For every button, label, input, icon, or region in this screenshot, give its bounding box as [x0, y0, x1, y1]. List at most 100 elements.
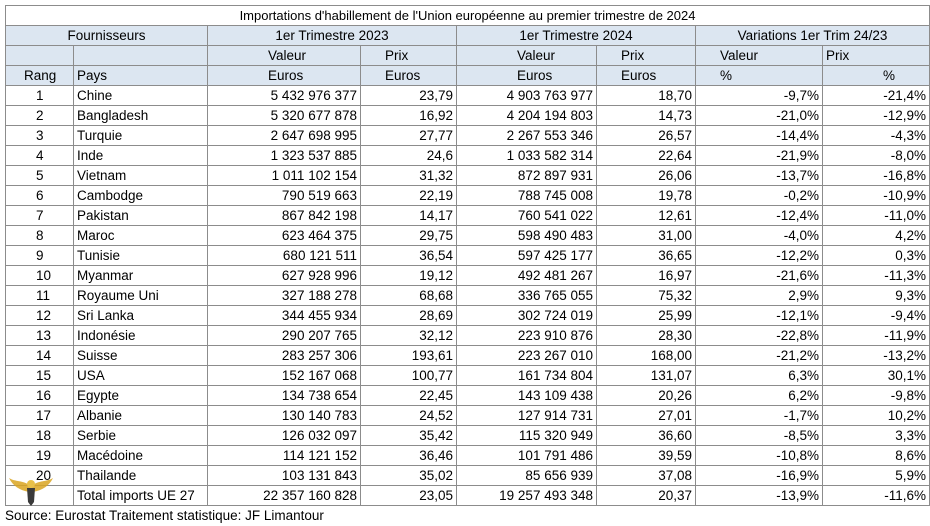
cell-country: Serbie: [73, 425, 208, 446]
cell-value-2023: 790 519 663: [207, 185, 361, 206]
cell-price-2023: 35,02: [360, 465, 457, 486]
cell-value-2023: 22 357 160 828: [207, 485, 361, 506]
cell-price-2024: 20,37: [596, 485, 696, 506]
table-row: 20 Thailande 103 131 843 35,02 85 656 939 37,…: [5, 465, 930, 486]
cell-value-2024: 161 734 804: [456, 365, 597, 386]
cell-rank: 2: [5, 105, 74, 126]
cell-value-2023: 152 167 068: [207, 365, 361, 386]
cell-value-2024: 223 267 010: [456, 345, 597, 366]
cell-country: Cambodge: [73, 185, 208, 206]
cell-var-value: -1,7%: [695, 405, 823, 426]
cell-country: Macédoine: [73, 445, 208, 466]
cell-price-2023: 193,61: [360, 345, 457, 366]
header-prix-2024: Prix: [596, 45, 696, 66]
cell-var-value: 6,3%: [695, 365, 823, 386]
cell-price-2024: 26,57: [596, 125, 696, 146]
cell-value-2024: 19 257 493 348: [456, 485, 597, 506]
source-note: Source: Eurostat Traitement statistique:…: [5, 508, 324, 523]
table-row: 10 Myanmar 627 928 996 19,12 492 481 267 16,9…: [5, 265, 930, 286]
header-period-2023: 1er Trimestre 2023: [207, 25, 457, 46]
cell-rank: 7: [5, 205, 74, 226]
table-row: 14 Suisse 283 257 306 193,61 223 267 010 168,…: [5, 345, 930, 366]
header-pct-prix: %: [821, 65, 930, 86]
cell-var-price: 3,3%: [821, 425, 930, 446]
cell-value-2023: 126 032 097: [207, 425, 361, 446]
cell-price-2023: 19,12: [360, 265, 457, 286]
cell-var-price: -10,9%: [821, 185, 930, 206]
cell-country: Albanie: [73, 405, 208, 426]
cell-country: Inde: [73, 145, 208, 166]
header-prix-var: Prix: [821, 45, 930, 66]
cell-value-2023: 867 842 198: [207, 205, 361, 226]
cell-var-price: -9,8%: [821, 385, 930, 406]
cell-value-2024: 336 765 055: [456, 285, 597, 306]
cell-var-value: 2,9%: [695, 285, 823, 306]
cell-country: Bangladesh: [73, 105, 208, 126]
cell-value-2023: 290 207 765: [207, 325, 361, 346]
table-row: 19 Macédoine 114 121 152 36,46 101 791 486 39…: [5, 445, 930, 466]
cell-price-2024: 36,65: [596, 245, 696, 266]
cell-var-value: -12,2%: [695, 245, 823, 266]
cell-price-2023: 23,79: [360, 85, 457, 106]
cell-price-2024: 37,08: [596, 465, 696, 486]
cell-var-value: -12,1%: [695, 305, 823, 326]
cell-country: Suisse: [73, 345, 208, 366]
cell-price-2024: 39,59: [596, 445, 696, 466]
table-row: 2 Bangladesh 5 320 677 878 16,92 4 204 194 8…: [5, 105, 930, 126]
cell-var-value: -14,4%: [695, 125, 823, 146]
cell-var-value: -8,5%: [695, 425, 823, 446]
cell-price-2023: 36,46: [360, 445, 457, 466]
header-row-2: Valeur Prix Valeur Prix Valeur Prix: [5, 45, 930, 66]
cell-var-price: 30,1%: [821, 365, 930, 386]
cell-value-2024: 223 910 876: [456, 325, 597, 346]
cell-rank: 11: [5, 285, 74, 306]
cell-var-value: 6,2%: [695, 385, 823, 406]
header-valeur-2024: Valeur: [456, 45, 597, 66]
cell-price-2024: 16,97: [596, 265, 696, 286]
table-row: 7 Pakistan 867 842 198 14,17 760 541 022 12,6…: [5, 205, 930, 226]
cell-country: Myanmar: [73, 265, 208, 286]
cell-var-price: 10,2%: [821, 405, 930, 426]
cell-var-price: -21,4%: [821, 85, 930, 106]
cell-var-price: 4,2%: [821, 225, 930, 246]
table-row: 3 Turquie 2 647 698 995 27,77 2 267 553 346 2…: [5, 125, 930, 146]
cell-value-2023: 327 188 278: [207, 285, 361, 306]
header-pct-valeur: %: [695, 65, 823, 86]
cell-value-2023: 623 464 375: [207, 225, 361, 246]
cell-value-2023: 1 323 537 885: [207, 145, 361, 166]
gold-wings-logo-icon: [9, 478, 53, 506]
cell-rank: 15: [5, 365, 74, 386]
table-row: 6 Cambodge 790 519 663 22,19 788 745 008 19,7…: [5, 185, 930, 206]
cell-var-value: -21,2%: [695, 345, 823, 366]
cell-value-2023: 5 432 976 377: [207, 85, 361, 106]
cell-price-2024: 19,78: [596, 185, 696, 206]
table-row: 9 Tunisie 680 121 511 36,54 597 425 177 36,65…: [5, 245, 930, 266]
cell-var-value: -9,7%: [695, 85, 823, 106]
title-row: Importations d'habillement de l'Union eu…: [4, 5, 930, 26]
cell-value-2024: 872 897 931: [456, 165, 597, 186]
table-row: 18 Serbie 126 032 097 35,42 115 320 949 36,60…: [5, 425, 930, 446]
imports-table-container: Importations d'habillement de l'Union eu…: [4, 5, 930, 506]
cell-value-2024: 127 914 731: [456, 405, 597, 426]
cell-value-2024: 4 903 763 977: [456, 85, 597, 106]
cell-value-2024: 760 541 022: [456, 205, 597, 226]
cell-rank: 13: [5, 325, 74, 346]
cell-value-2024: 85 656 939: [456, 465, 597, 486]
cell-var-price: -11,6%: [821, 485, 930, 506]
cell-var-value: -21,6%: [695, 265, 823, 286]
header-period-2024: 1er Trimestre 2024: [456, 25, 696, 46]
cell-rank: 14: [5, 345, 74, 366]
header-euros-prix-2024: Euros: [596, 65, 696, 86]
cell-rank: 10: [5, 265, 74, 286]
header-valeur-var: Valeur: [695, 45, 823, 66]
cell-value-2023: 283 257 306: [207, 345, 361, 366]
header-pays: Pays: [73, 65, 208, 86]
cell-price-2024: 22,64: [596, 145, 696, 166]
table-title: Importations d'habillement de l'Union eu…: [4, 5, 930, 26]
cell-rank: 18: [5, 425, 74, 446]
table-row: 4 Inde 1 323 537 885 24,6 1 033 582 314 22,64…: [5, 145, 930, 166]
cell-price-2023: 100,77: [360, 365, 457, 386]
cell-country: Total imports UE 27: [73, 485, 208, 506]
cell-value-2024: 143 109 438: [456, 385, 597, 406]
cell-price-2023: 31,32: [360, 165, 457, 186]
